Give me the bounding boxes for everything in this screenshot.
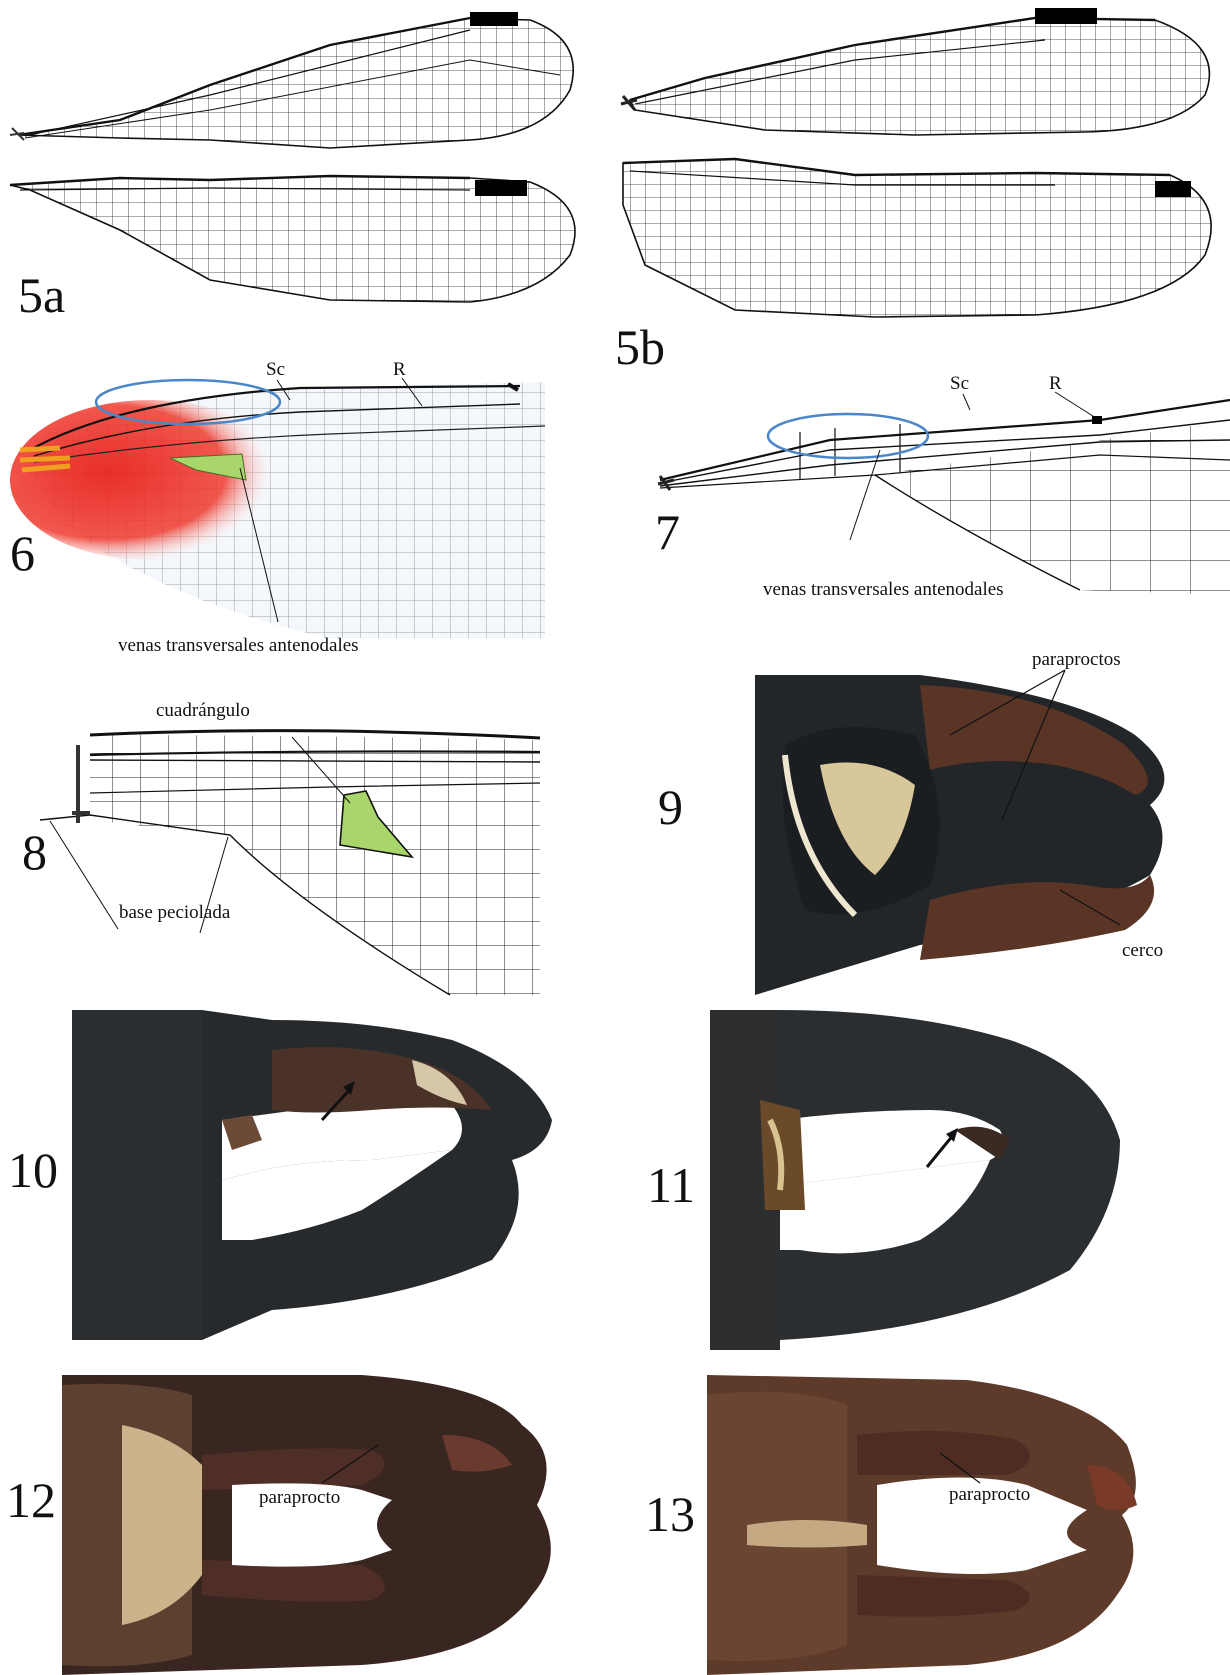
label-antenodales-6: venas transversales antenodales xyxy=(118,635,359,656)
figure-label-7: 7 xyxy=(655,504,680,560)
photo-9 xyxy=(755,675,1195,995)
label-cuadrangulo: cuadrángulo xyxy=(156,700,250,721)
wing-5a-hind xyxy=(9,174,576,303)
label-paraproctos: paraproctos xyxy=(1032,649,1121,670)
wing-5b-hind xyxy=(622,157,1212,318)
label-r-6: R xyxy=(393,359,406,380)
figure-label-10: 10 xyxy=(8,1142,58,1198)
wing-5b-fore xyxy=(620,8,1211,136)
panel-7: Sc R 7 venas transversales antenodales xyxy=(630,374,1230,615)
antenodal-highlight-ellipse xyxy=(766,412,930,460)
label-sc-6: Sc xyxy=(266,359,285,380)
quadrangle-highlight xyxy=(169,453,247,481)
pterostigma-icon xyxy=(1155,181,1191,197)
arrow-icon xyxy=(925,1128,958,1168)
label-antenodales-7: venas transversales antenodales xyxy=(763,579,1004,600)
figure-label-13: 13 xyxy=(645,1486,695,1542)
label-r-7: R xyxy=(1049,373,1062,394)
figure-label-8: 8 xyxy=(22,824,47,880)
panel-5a: 5a xyxy=(0,0,590,320)
pterostigma-icon xyxy=(470,12,518,26)
figure-label-5a: 5a xyxy=(18,267,66,323)
quadrangle-highlight xyxy=(339,790,415,859)
panel-12: 12 paraprocto xyxy=(0,1375,580,1675)
photo-11 xyxy=(710,1010,1130,1350)
figure-label-5b: 5b xyxy=(615,319,665,375)
wing-6 xyxy=(10,377,546,638)
wing-8 xyxy=(39,729,541,996)
panel-5b: 5b xyxy=(615,0,1230,375)
figure-label-9: 9 xyxy=(658,779,683,835)
panel-13: 13 paraprocto xyxy=(620,1375,1230,1675)
panel-8: cuadrángulo 8 base peciolada xyxy=(0,701,560,996)
label-base-peciolada: base peciolada xyxy=(119,902,231,923)
photo-13 xyxy=(707,1375,1147,1675)
pterostigma-icon xyxy=(1035,8,1097,24)
panel-9: paraproctos 9 cerco xyxy=(658,640,1230,995)
figure-label-11: 11 xyxy=(647,1157,696,1213)
figure-label-6: 6 xyxy=(10,525,35,581)
antenodal-highlight-ellipse xyxy=(94,378,282,426)
label-cerco: cerco xyxy=(1122,940,1164,961)
figure-label-12: 12 xyxy=(6,1472,56,1528)
arrow-icon xyxy=(320,1081,355,1122)
photo-10 xyxy=(72,1010,560,1340)
pterostigma-icon xyxy=(475,180,527,196)
panel-10: 10 xyxy=(0,1005,560,1345)
label-paraprocto-13: paraprocto xyxy=(949,1484,1031,1505)
label-sc-7: Sc xyxy=(950,373,969,394)
panel-6: Sc R 6 venas transversales antenodales xyxy=(0,360,560,665)
label-paraprocto-12: paraprocto xyxy=(259,1487,341,1508)
wing-7 xyxy=(657,391,1230,595)
panel-11: 11 xyxy=(620,1005,1230,1350)
photo-12 xyxy=(62,1375,580,1675)
wing-5a-fore xyxy=(9,12,574,149)
